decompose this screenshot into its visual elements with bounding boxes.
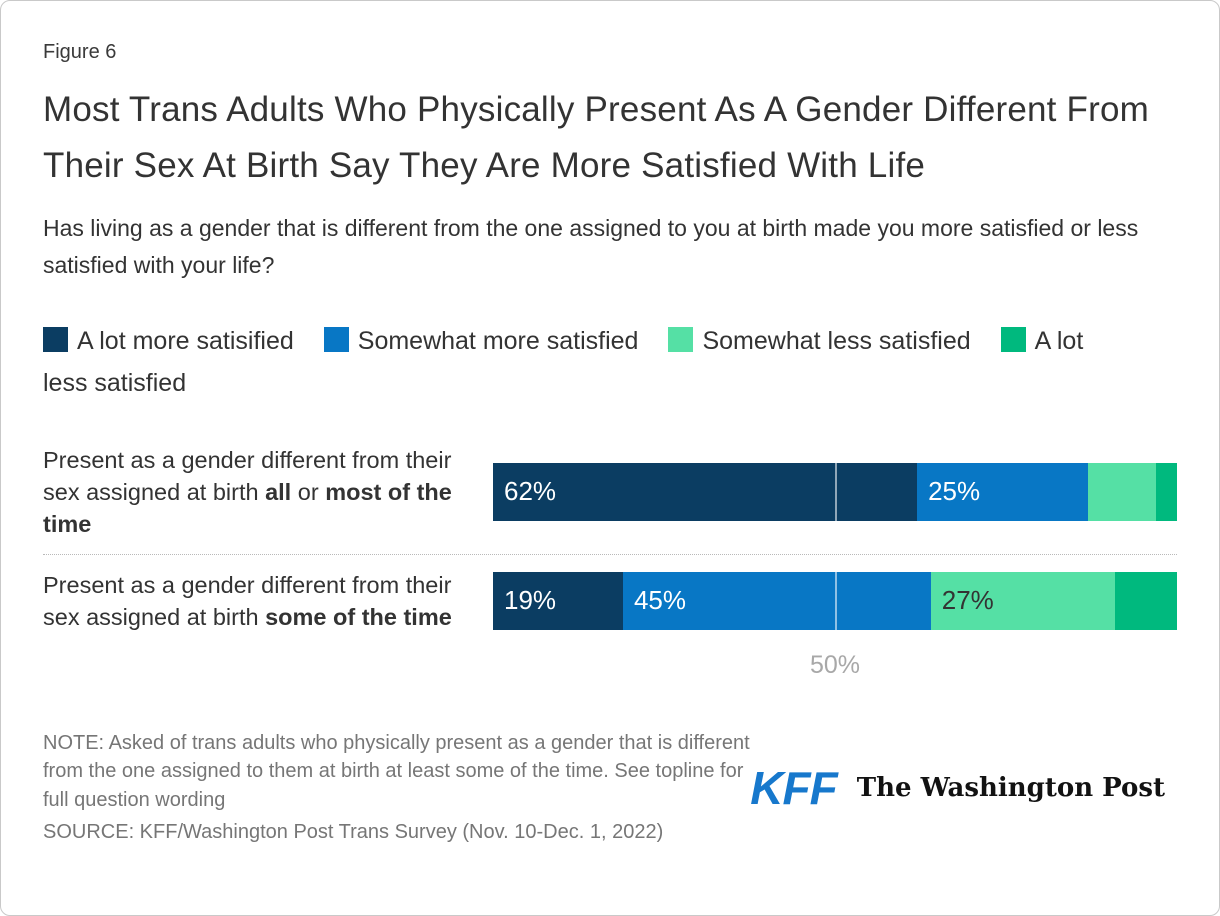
bar-segment: 19% [493, 571, 623, 630]
legend-item: A lot less satisfied [43, 326, 1084, 397]
bar-row: Present as a gender different from their… [43, 557, 1177, 645]
legend-swatch-icon [323, 326, 349, 352]
bar-value-label: 62% [504, 476, 557, 507]
legend-label: A lot less satisfied [43, 326, 1084, 397]
bar-track: 62% 25% [493, 462, 1177, 521]
logos: KFF The Washington Post [750, 761, 1177, 815]
notes-block: NOTE: Asked of trans adults who physical… [43, 729, 750, 847]
bar-row: Present as a gender different from their… [43, 432, 1177, 552]
x-axis: 50% [43, 645, 1177, 681]
legend-label: A lot more satisified [77, 326, 294, 355]
bar-segment [1156, 462, 1177, 521]
bar-value-label: 19% [504, 585, 557, 616]
legend-swatch-icon [43, 326, 68, 352]
legend-item: Somewhat less satisfied [668, 326, 971, 355]
axis-track: 50% [493, 645, 1177, 681]
stacked-bar-chart: Present as a gender different from their… [43, 432, 1177, 645]
bar-value-label: 27% [941, 585, 994, 616]
axis-spacer [43, 645, 493, 681]
legend-swatch-icon [1000, 326, 1026, 352]
gridline-50-percent [835, 462, 837, 521]
bar-value-label: 25% [928, 476, 981, 507]
bar-track: 19% 45% 27% [493, 571, 1177, 630]
washington-post-logo: The Washington Post [856, 772, 1165, 803]
figure-label: Figure 6 [43, 41, 117, 63]
bar-value-label: 45% [633, 585, 686, 616]
figure-footer: NOTE: Asked of trans adults who physical… [43, 729, 1177, 847]
bar-row-label: Present as a gender different from their… [43, 571, 452, 630]
legend-swatch-icon [668, 326, 694, 352]
bar-row-label: Present as a gender different from their… [43, 446, 452, 537]
axis-tick-label: 50% [809, 650, 861, 679]
bar-segment [1115, 571, 1177, 630]
bar-segment: 27% [930, 571, 1116, 630]
legend: A lot more satisified Somewhat more satis… [43, 320, 1123, 404]
note-text: NOTE: Asked of trans adults who physical… [43, 731, 750, 811]
legend-item: Somewhat more satisfied [323, 326, 639, 355]
chart-title: Most Trans Adults Who Physically Present… [43, 90, 1149, 185]
source-text: SOURCE: KFF/Washington Post Trans Survey… [43, 821, 664, 844]
bar-segment: 45% [622, 571, 931, 630]
kff-logo: KFF [750, 761, 837, 814]
legend-label: Somewhat less satisfied [702, 326, 971, 355]
bar-segment: 62% [493, 462, 918, 521]
bar-segment: 25% [917, 462, 1089, 521]
row-divider [43, 553, 1177, 555]
gridline-50-percent [835, 571, 837, 630]
chart-subtitle: Has living as a gender that is different… [43, 215, 1139, 278]
legend-label: Somewhat more satisfied [357, 326, 639, 355]
bar-segment [1088, 462, 1157, 521]
legend-item: A lot more satisified [43, 326, 294, 355]
